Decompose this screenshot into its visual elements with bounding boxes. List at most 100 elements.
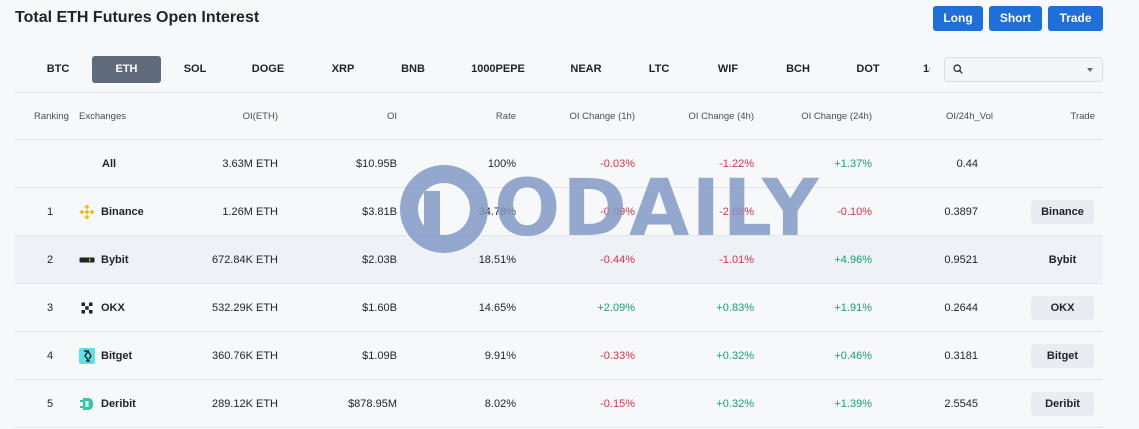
row-oi-change-24h: +1.37%	[834, 158, 872, 170]
row-oi-24h-vol: 0.3181	[944, 350, 978, 362]
trade-binance-button[interactable]: Binance	[1031, 200, 1094, 224]
row-oi-24h-vol: 0.3897	[944, 206, 978, 218]
row-oi: $3.81B	[362, 206, 397, 218]
tab-eth[interactable]: ETH	[92, 56, 161, 83]
coin-tabs: BTC ETH SOL DOGE XRP BNB 1000PEPE NEAR L…	[30, 56, 930, 83]
tab-dot[interactable]: DOT	[856, 63, 880, 75]
tab-1000pepe[interactable]: 1000PEPE	[471, 63, 525, 75]
header-ranking: Ranking	[34, 111, 69, 122]
top-button-group: Long Short Trade	[933, 6, 1103, 31]
row-rank: 3	[46, 302, 54, 314]
row-oi-24h-vol: 0.9521	[944, 254, 978, 266]
header-rate: Rate	[495, 111, 516, 122]
row-oi: $10.95B	[356, 158, 397, 170]
row-exchange: OKX	[101, 302, 125, 314]
tab-sol[interactable]: SOL	[183, 63, 207, 75]
row-oi: $878.95M	[348, 398, 397, 410]
bitget-icon	[79, 348, 95, 364]
tab-wif[interactable]: WIF	[717, 63, 739, 75]
trade-deribit-button[interactable]: Deribit	[1031, 392, 1094, 416]
tab-bnb[interactable]: BNB	[401, 63, 425, 75]
row-oi-eth: 672.84K ETH	[211, 254, 278, 266]
tab-near[interactable]: NEAR	[570, 63, 602, 75]
row-oi-eth: 289.12K ETH	[211, 398, 278, 410]
row-oi-change-4h: +0.83%	[716, 302, 754, 314]
header-oi-24h-vol: OI/24h_Vol	[945, 111, 993, 122]
row-oi-change-24h: +1.91%	[834, 302, 872, 314]
row-exchange-cell: Bybit	[79, 236, 129, 284]
chevron-down-icon	[1087, 68, 1093, 72]
tab-ltc[interactable]: LTC	[648, 63, 670, 75]
row-oi-24h-vol: 2.5545	[944, 398, 978, 410]
row-oi-change-1h: -0.03%	[600, 158, 635, 170]
row-exchange: Binance	[101, 206, 144, 218]
header-oi-change-4h: OI Change (4h)	[688, 111, 754, 122]
header-exchanges: Exchanges	[79, 111, 127, 122]
row-oi: $2.03B	[362, 254, 397, 266]
row-exchange: Bitget	[101, 350, 133, 362]
table-row: 1 Binance 1.26M ETH $3.81B 34.78% -0.09%…	[15, 188, 1103, 236]
trade-bitget-button[interactable]: Bitget	[1031, 344, 1094, 368]
row-rank: 4	[46, 350, 54, 362]
tab-xrp[interactable]: XRP	[331, 63, 355, 75]
tab-bch[interactable]: BCH	[786, 63, 810, 75]
header-oi-change-1h: OI Change (1h)	[569, 111, 635, 122]
row-rank: 5	[46, 398, 54, 410]
search-icon	[953, 64, 963, 74]
tab-doge[interactable]: DOGE	[251, 63, 285, 75]
trade-button[interactable]: Trade	[1048, 6, 1103, 31]
table-header: Ranking Exchanges OI(ETH) OI Rate OI Cha…	[15, 92, 1103, 140]
header-oi-change-24h: OI Change (24h)	[801, 111, 872, 122]
row-oi-change-1h: -0.44%	[600, 254, 635, 266]
deribit-icon	[80, 398, 93, 410]
row-rate: 9.91%	[484, 350, 516, 362]
header-trade: Trade	[1070, 111, 1095, 122]
row-oi-change-24h: -0.10%	[837, 206, 872, 218]
row-oi: $1.60B	[362, 302, 397, 314]
row-oi-change-4h: -1.01%	[719, 254, 754, 266]
row-exchange-cell: Bitget	[79, 332, 132, 380]
long-button[interactable]: Long	[933, 6, 983, 31]
row-oi-change-24h: +4.96%	[834, 254, 872, 266]
bybit-icon	[79, 257, 95, 263]
row-exchange-cell: Binance	[79, 188, 144, 236]
row-oi-eth: 360.76K ETH	[211, 350, 278, 362]
row-exchange: Bybit	[101, 254, 129, 266]
row-rate: 14.65%	[478, 302, 516, 314]
row-rank: 2	[46, 254, 54, 266]
row-rate: 34.78%	[478, 206, 516, 218]
row-oi-change-4h: -2.68%	[719, 206, 754, 218]
trade-okx-button[interactable]: OKX	[1031, 296, 1094, 320]
row-oi-change-24h: +0.46%	[834, 350, 872, 362]
okx-icon	[81, 302, 93, 314]
header-oi: OI	[386, 111, 397, 122]
row-oi-change-1h: -0.33%	[600, 350, 635, 362]
row-exchange-cell: Deribit	[79, 380, 136, 428]
row-rank	[30, 140, 70, 188]
open-interest-table: Ranking Exchanges OI(ETH) OI Rate OI Cha…	[15, 92, 1103, 428]
row-oi-change-4h: +0.32%	[716, 398, 754, 410]
table-row: 4 Bitget 360.76K ETH $1.09B 9.91% -0.33%…	[15, 332, 1103, 380]
header-oi-eth: OI(ETH)	[242, 111, 278, 122]
short-button[interactable]: Short	[989, 6, 1042, 31]
row-rank: 1	[46, 206, 54, 218]
row-oi-change-1h: -0.15%	[600, 398, 635, 410]
row-oi-change-1h: -0.09%	[600, 206, 635, 218]
coin-search-select[interactable]	[944, 57, 1103, 82]
row-oi-change-4h: -1.22%	[719, 158, 754, 170]
row-oi-change-4h: +0.32%	[716, 350, 754, 362]
row-oi-24h-vol: 0.2644	[944, 302, 978, 314]
row-oi-change-24h: +1.39%	[834, 398, 872, 410]
tab-btc[interactable]: BTC	[46, 63, 70, 75]
row-exchange: All	[102, 158, 117, 170]
row-oi-eth: 3.63M ETH	[222, 158, 278, 170]
row-oi: $1.09B	[362, 350, 397, 362]
table-row: 2 Bybit 672.84K ETH $2.03B 18.51% -0.44%…	[15, 236, 1103, 284]
binance-icon	[79, 204, 95, 220]
tab-overflow[interactable]: 1(	[923, 63, 930, 75]
row-rate: 100%	[487, 158, 516, 170]
row-oi-eth: 1.26M ETH	[222, 206, 278, 218]
row-exchange: Deribit	[101, 398, 136, 410]
trade-bybit-button[interactable]: Bybit	[1048, 254, 1077, 266]
table-row: 5 Deribit 289.12K ETH $878.95M 8.02% -0.…	[15, 380, 1103, 428]
